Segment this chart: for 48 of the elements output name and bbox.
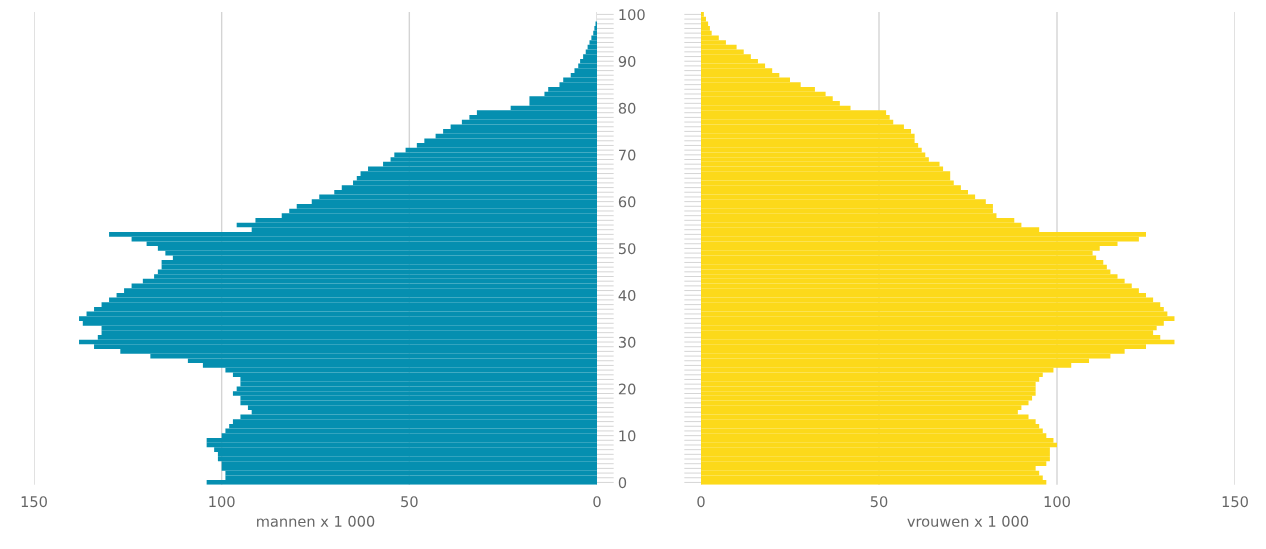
- bar: [701, 203, 993, 209]
- y-tick-label: 100: [619, 9, 645, 21]
- bar: [206, 437, 597, 443]
- bar: [548, 86, 597, 92]
- y-tick-label: 40: [618, 289, 636, 301]
- bar: [701, 423, 1040, 429]
- bar: [394, 152, 597, 158]
- bar: [701, 437, 1054, 443]
- x-axis-title: mannen x 1 000: [257, 515, 375, 527]
- y-tick-label: 0: [618, 477, 627, 489]
- y-tick-label: 80: [618, 102, 636, 114]
- y-tick-label: 20: [618, 383, 636, 395]
- x-axis-title: vrouwen x 1 000: [907, 515, 1029, 527]
- x-tick-label: 150: [21, 496, 47, 508]
- bar: [701, 475, 1043, 481]
- bar: [82, 320, 597, 326]
- bar: [221, 461, 597, 467]
- x-tick-label: 50: [401, 496, 418, 508]
- x-tick-label: 150: [1222, 496, 1248, 508]
- bar: [157, 269, 597, 275]
- bar: [701, 152, 926, 158]
- bar: [701, 386, 1036, 392]
- x-tick-label: 0: [697, 496, 705, 508]
- y-tick-label: 60: [618, 196, 636, 208]
- bar: [701, 138, 915, 144]
- x-tick-label: 0: [593, 496, 601, 508]
- y-tick-label: 90: [618, 55, 636, 67]
- bar: [701, 161, 940, 167]
- bar: [701, 110, 887, 116]
- bar: [701, 461, 1047, 467]
- bar: [591, 35, 597, 41]
- y-tick-label: 70: [619, 149, 636, 161]
- bar: [701, 21, 709, 27]
- bar: [701, 12, 704, 17]
- x-tick-label: 100: [1044, 496, 1070, 508]
- bar: [356, 175, 597, 181]
- x-tick-label: 100: [209, 496, 235, 508]
- bar: [701, 395, 1033, 401]
- bar: [701, 306, 1164, 312]
- bar: [587, 44, 597, 50]
- bar: [580, 58, 597, 64]
- x-tick-label: 50: [870, 496, 888, 508]
- bar: [236, 386, 597, 392]
- y-tick-label: 50: [618, 243, 636, 255]
- bar: [229, 423, 597, 429]
- y-tick-label: 30: [618, 336, 636, 348]
- bar: [701, 175, 951, 181]
- y-tick-label: 10: [619, 430, 636, 442]
